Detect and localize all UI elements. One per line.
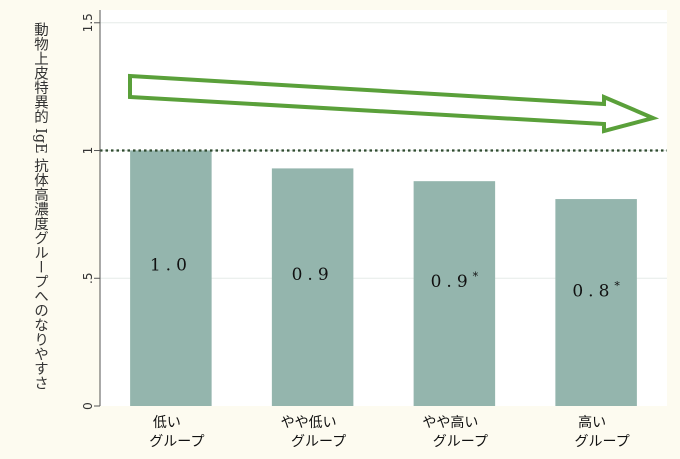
y-tick-label: .5: [81, 273, 95, 284]
data-label: 0.9: [292, 265, 334, 285]
data-label-layer: 1.0 0.9 0.9* 0.8*: [150, 256, 621, 302]
data-label: 0.9*: [431, 270, 479, 292]
significance-mark: *: [614, 279, 620, 292]
y-tick-label: 0: [81, 402, 95, 410]
data-label: 0.8*: [572, 279, 620, 301]
bar: [271, 168, 354, 406]
significance-mark: *: [473, 270, 479, 283]
category-label: グループ: [291, 434, 346, 450]
y-tick-label: 1.5: [81, 13, 95, 32]
category-label: グループ: [575, 434, 630, 450]
bar: [413, 181, 496, 406]
category-label: 高い: [578, 414, 606, 431]
category-label: 低い: [153, 415, 181, 431]
category-label: グループ: [149, 434, 204, 450]
y-axis-title: 動物上皮特異的 IgE 抗体高濃度グループへのなりやすさ: [32, 22, 48, 391]
data-label: 1.0: [150, 256, 192, 276]
category-label: グループ: [433, 434, 488, 450]
bar-layer: [130, 150, 637, 406]
category-label: やや高い: [422, 414, 478, 431]
category-label: やや低い: [281, 415, 337, 431]
y-tick-label: 1: [81, 147, 95, 155]
bar: [555, 199, 637, 406]
bar: [130, 150, 212, 406]
trend-arrow-icon: [128, 73, 660, 134]
y-axis: 0 .5 1 1.5: [81, 10, 101, 410]
